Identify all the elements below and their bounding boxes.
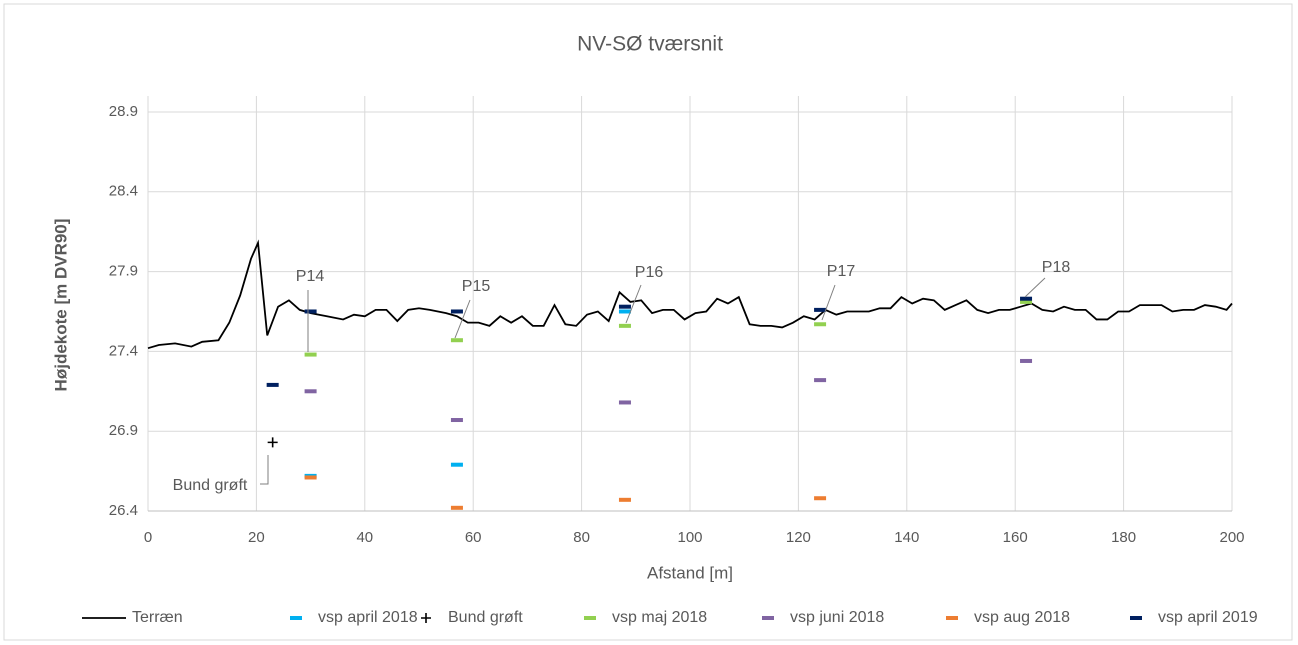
marker xyxy=(267,437,278,448)
x-tick-label: 40 xyxy=(356,529,373,546)
marker xyxy=(1020,299,1033,304)
legend-label: vsp aug 2018 xyxy=(974,609,1070,626)
y-axis-label: Højdekote [m DVR90] xyxy=(51,219,70,392)
legend-label: vsp juni 2018 xyxy=(790,609,884,626)
x-tick-label: 80 xyxy=(573,529,590,546)
annotation-leader xyxy=(625,284,642,324)
marker xyxy=(814,307,827,312)
x-tick-label: 20 xyxy=(248,529,265,546)
legend-label: Bund grøft xyxy=(448,609,523,626)
legend-swatch xyxy=(290,616,302,620)
y-tick-label: 26.9 xyxy=(109,422,138,439)
annotation: P15 xyxy=(462,278,491,295)
marker xyxy=(1020,296,1033,301)
y-tick-label: 27.9 xyxy=(109,263,138,280)
legend-swatch xyxy=(1130,616,1142,620)
legend-swatch xyxy=(421,613,431,623)
marker xyxy=(304,352,317,357)
marker xyxy=(304,389,317,394)
x-axis-label: Afstand [m] xyxy=(647,563,733,582)
x-tick-label: 160 xyxy=(1003,529,1028,546)
marker xyxy=(304,475,317,480)
y-tick-label: 26.4 xyxy=(109,502,138,519)
annotation: P18 xyxy=(1042,259,1071,276)
x-tick-label: 180 xyxy=(1111,529,1136,546)
annotation: P16 xyxy=(635,264,664,281)
marker xyxy=(450,418,463,423)
y-tick-label: 28.9 xyxy=(109,103,138,120)
x-tick-label: 200 xyxy=(1219,529,1244,546)
marker xyxy=(814,378,827,383)
marker xyxy=(450,338,463,343)
legend-label: Terræn xyxy=(132,609,183,626)
annotation: P14 xyxy=(296,268,325,285)
marker xyxy=(618,497,631,502)
legend-label: vsp april 2019 xyxy=(1158,609,1258,626)
marker xyxy=(618,309,631,314)
marker xyxy=(618,304,631,309)
legend-label: vsp maj 2018 xyxy=(612,609,707,626)
legend-swatch xyxy=(584,616,596,620)
annotation-leader xyxy=(1024,277,1046,298)
marker xyxy=(814,496,827,501)
chart-title: NV-SØ tværsnit xyxy=(577,33,723,56)
x-tick-label: 0 xyxy=(144,529,152,546)
marker xyxy=(450,309,463,314)
legend-swatch xyxy=(946,616,958,620)
legend-label: vsp april 2018 xyxy=(318,609,418,626)
x-tick-label: 100 xyxy=(677,529,702,546)
annotation: P17 xyxy=(827,263,856,280)
y-tick-label: 27.4 xyxy=(109,342,138,359)
x-tick-label: 120 xyxy=(786,529,811,546)
terrain-line xyxy=(147,239,1233,350)
chart-frame xyxy=(3,3,1293,641)
x-tick-label: 140 xyxy=(894,529,919,546)
annotation-leader xyxy=(821,284,836,321)
marker xyxy=(1020,358,1033,363)
annotation-leader xyxy=(454,299,471,339)
marker xyxy=(814,322,827,327)
marker xyxy=(304,309,317,314)
y-tick-label: 28.4 xyxy=(109,183,138,200)
annotation: Bund grøft xyxy=(173,477,248,494)
marker xyxy=(618,323,631,328)
marker xyxy=(618,400,631,405)
marker xyxy=(450,505,463,510)
marker xyxy=(450,462,463,467)
legend-swatch xyxy=(762,616,774,620)
marker xyxy=(266,382,279,387)
x-tick-label: 60 xyxy=(465,529,482,546)
annotation-leader xyxy=(260,455,269,485)
